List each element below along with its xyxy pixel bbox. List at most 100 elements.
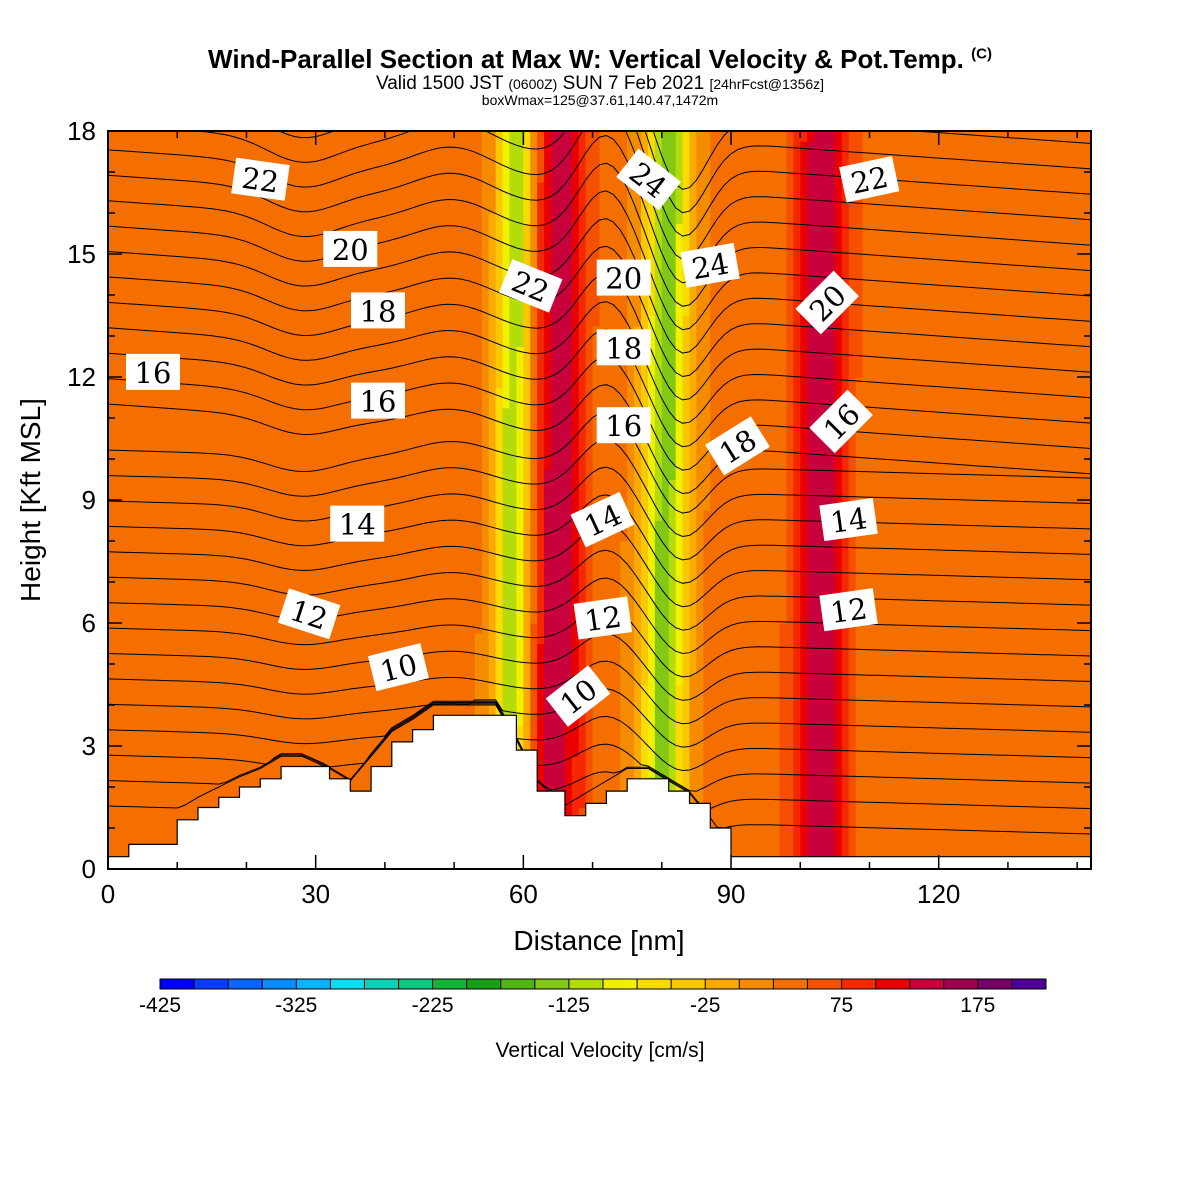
velocity-cell — [495, 254, 504, 265]
velocity-cell — [184, 407, 192, 419]
velocity-cell — [177, 377, 185, 388]
velocity-cell — [398, 510, 407, 522]
velocity-cell — [301, 684, 310, 696]
velocity-cell — [135, 151, 144, 163]
velocity-cell — [156, 653, 164, 665]
velocity-cell — [474, 202, 483, 214]
velocity-cell — [530, 653, 538, 665]
velocity-cell — [502, 530, 511, 542]
velocity-cell — [350, 561, 358, 573]
velocity-cell — [142, 172, 151, 183]
velocity-cell — [523, 592, 531, 604]
velocity-cell — [523, 233, 531, 245]
velocity-cell — [544, 418, 552, 429]
velocity-cell — [260, 725, 268, 737]
velocity-cell — [551, 428, 559, 440]
velocity-cell — [377, 602, 386, 614]
velocity-cell — [343, 561, 351, 573]
velocity-cell — [197, 295, 206, 306]
velocity-cell — [488, 602, 497, 614]
velocity-cell — [440, 274, 448, 286]
velocity-cell — [433, 387, 441, 399]
velocity-cell — [211, 325, 220, 337]
velocity-cell — [433, 346, 441, 358]
velocity-cell — [211, 469, 220, 481]
velocity-cell — [405, 520, 414, 532]
velocity-cell — [163, 264, 171, 276]
velocity-cell — [281, 756, 289, 768]
velocity-cell — [551, 766, 559, 778]
velocity-cell — [128, 643, 137, 655]
velocity-cell — [551, 172, 559, 183]
velocity-cell — [225, 520, 234, 532]
velocity-cell — [114, 387, 123, 399]
velocity-cell — [509, 438, 518, 450]
velocity-cell — [336, 377, 344, 388]
velocity-cell — [197, 705, 206, 716]
velocity-cell — [177, 459, 185, 470]
velocity-cell — [440, 438, 448, 450]
velocity-cell — [177, 500, 185, 511]
velocity-cell — [142, 500, 151, 511]
velocity-cell — [170, 623, 178, 634]
velocity-cell — [509, 612, 518, 624]
velocity-cell — [329, 479, 338, 491]
velocity-cell — [530, 459, 538, 470]
velocity-cell — [108, 530, 116, 542]
velocity-cell — [239, 541, 248, 552]
velocity-cell — [551, 264, 559, 276]
velocity-cell — [156, 182, 164, 194]
velocity-cell — [516, 633, 524, 645]
velocity-cell — [447, 705, 455, 716]
velocity-cell — [364, 776, 372, 788]
velocity-cell — [301, 541, 310, 552]
velocity-cell — [260, 254, 268, 265]
velocity-cell — [232, 192, 241, 204]
velocity-cell — [516, 459, 524, 470]
velocity-cell — [343, 653, 351, 665]
velocity-cell — [260, 520, 268, 532]
velocity-cell — [114, 838, 123, 850]
velocity-cell — [350, 366, 358, 378]
velocity-cell — [108, 264, 116, 276]
velocity-cell — [488, 295, 497, 306]
velocity-cell — [177, 264, 185, 276]
velocity-cell — [412, 192, 421, 204]
velocity-cell — [474, 520, 483, 532]
velocity-cell — [211, 274, 220, 286]
velocity-cell — [163, 633, 171, 645]
velocity-cell — [454, 592, 462, 604]
velocity-cell — [454, 223, 462, 235]
velocity-cell — [274, 366, 282, 378]
velocity-cell — [440, 407, 448, 419]
velocity-cell — [467, 131, 476, 142]
velocity-cell — [343, 438, 351, 450]
velocity-cell — [128, 325, 137, 337]
velocity-cell — [177, 807, 185, 819]
velocity-cell — [412, 284, 421, 296]
velocity-cell — [308, 182, 317, 194]
velocity-cell — [461, 213, 469, 224]
velocity-cell — [114, 797, 123, 809]
velocity-cell — [315, 182, 324, 194]
velocity-cell — [481, 243, 490, 255]
velocity-cell — [364, 623, 372, 634]
velocity-cell — [108, 561, 116, 573]
velocity-cell — [398, 715, 407, 727]
velocity-cell — [211, 192, 220, 204]
velocity-cell — [384, 684, 393, 696]
velocity-cell — [191, 684, 199, 696]
velocity-cell — [495, 612, 504, 624]
velocity-cell — [267, 551, 275, 563]
velocity-cell — [447, 336, 455, 347]
velocity-cell — [481, 612, 490, 624]
velocity-cell — [544, 233, 552, 245]
velocity-cell — [128, 284, 137, 296]
velocity-cell — [571, 746, 580, 757]
velocity-cell — [336, 664, 344, 675]
velocity-cell — [371, 448, 379, 460]
velocity-cell — [128, 274, 137, 286]
velocity-cell — [481, 305, 490, 317]
velocity-cell — [412, 418, 421, 429]
velocity-cell — [114, 192, 123, 204]
